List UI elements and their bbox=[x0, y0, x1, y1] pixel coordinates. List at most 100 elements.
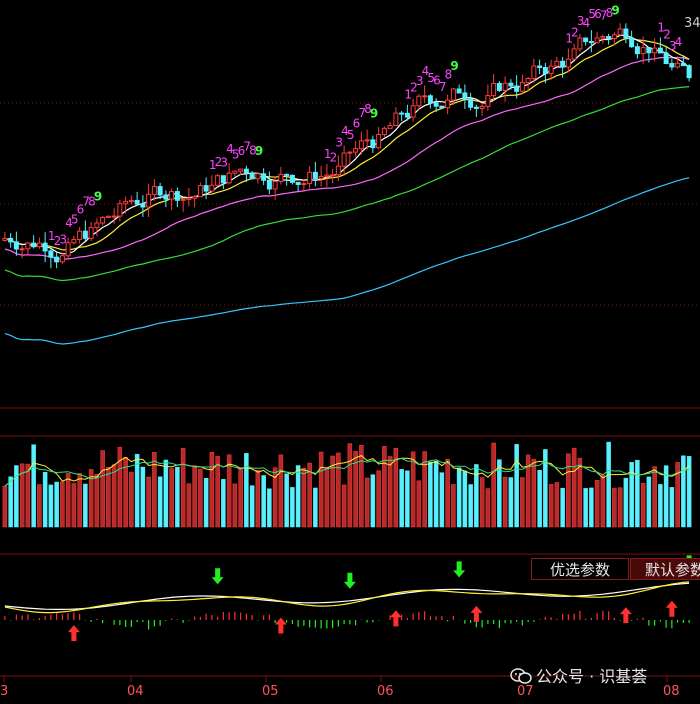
volume-bar bbox=[37, 484, 42, 528]
volume-bar bbox=[405, 470, 410, 528]
candle-body bbox=[197, 185, 203, 198]
candle-body bbox=[65, 242, 71, 257]
volume-bar bbox=[152, 451, 157, 528]
candle-body bbox=[186, 197, 192, 200]
candle bbox=[439, 105, 445, 109]
candle-body bbox=[169, 191, 175, 200]
candle bbox=[180, 198, 186, 212]
candle bbox=[307, 166, 313, 189]
volume-bar bbox=[623, 477, 629, 528]
volume-bar bbox=[583, 488, 588, 528]
volume-bar bbox=[652, 466, 657, 528]
candle-body bbox=[364, 139, 370, 142]
watermark-text: 公众号 · 识基荟 bbox=[536, 667, 648, 686]
candle-body bbox=[312, 171, 318, 180]
volume-bar bbox=[232, 483, 238, 528]
optimal-params-tab[interactable]: 优选参数 bbox=[531, 558, 629, 580]
candle-body bbox=[652, 47, 658, 54]
candle bbox=[54, 252, 60, 269]
candle-body bbox=[588, 41, 594, 44]
volume-bar bbox=[410, 451, 416, 528]
volume-bar bbox=[629, 462, 634, 528]
candle bbox=[163, 190, 169, 208]
candle-body bbox=[611, 34, 617, 40]
ma20-line bbox=[4, 56, 690, 261]
candle bbox=[335, 155, 341, 182]
volume-bar bbox=[19, 463, 25, 528]
candle-body bbox=[88, 227, 94, 239]
td-count-label: 4 bbox=[341, 124, 349, 138]
candle-body bbox=[163, 194, 169, 200]
candle bbox=[646, 47, 652, 63]
candle-body bbox=[680, 62, 686, 67]
candle bbox=[376, 126, 382, 150]
candle bbox=[669, 59, 675, 71]
volume-bar bbox=[60, 481, 65, 528]
volume-bar bbox=[675, 462, 680, 528]
volume-bar bbox=[514, 444, 519, 528]
candle-body bbox=[381, 127, 387, 136]
volume-bar bbox=[221, 479, 226, 528]
candle-body bbox=[94, 222, 100, 229]
volume-bar bbox=[485, 488, 491, 528]
volume-bar bbox=[209, 452, 215, 528]
candle-body bbox=[439, 105, 445, 109]
candle-body bbox=[600, 36, 606, 39]
td-count-label: 3 bbox=[669, 39, 677, 53]
candle-body bbox=[48, 250, 54, 258]
candle bbox=[48, 245, 54, 269]
candle bbox=[88, 222, 94, 242]
td-count-label: 2 bbox=[410, 80, 418, 94]
volume-bar bbox=[347, 443, 353, 528]
candle bbox=[525, 76, 531, 91]
candle-body bbox=[548, 65, 554, 75]
volume-bar bbox=[134, 453, 140, 528]
volume-bar bbox=[617, 487, 623, 528]
candle-body bbox=[180, 198, 186, 201]
volume-bar bbox=[226, 454, 232, 528]
volume-ma10-line bbox=[4, 457, 690, 487]
volume-bar bbox=[612, 487, 617, 528]
candle-body bbox=[36, 242, 42, 248]
candle bbox=[663, 45, 669, 65]
candle-body bbox=[565, 58, 571, 68]
volume-bar bbox=[336, 452, 341, 528]
td-count-label: 3 bbox=[416, 74, 424, 88]
volume-bar bbox=[324, 468, 330, 528]
volume-bar bbox=[94, 473, 100, 528]
candle-body bbox=[8, 237, 14, 243]
candle-body bbox=[289, 174, 295, 183]
volume-bar bbox=[249, 485, 255, 528]
candle-body bbox=[128, 199, 134, 203]
candle bbox=[220, 175, 226, 190]
candle-body bbox=[462, 92, 468, 100]
td-count-label: 8 bbox=[88, 195, 96, 209]
volume-bar bbox=[640, 482, 646, 528]
volume-bar bbox=[140, 466, 146, 528]
candle-body bbox=[140, 203, 146, 208]
volume-bar bbox=[25, 463, 31, 528]
volume-bar bbox=[175, 466, 180, 528]
volume-bar bbox=[439, 472, 445, 528]
candle-body bbox=[100, 216, 106, 224]
candle bbox=[629, 30, 635, 48]
candle bbox=[2, 231, 8, 242]
candle bbox=[588, 30, 594, 53]
buy-signal-arrow bbox=[665, 600, 678, 617]
candle-body bbox=[272, 180, 278, 190]
volume-bar bbox=[295, 465, 301, 528]
volume-bar bbox=[502, 476, 508, 528]
candle bbox=[151, 179, 157, 201]
volume-bar bbox=[42, 472, 48, 528]
volume-bar bbox=[330, 455, 335, 528]
candle bbox=[381, 126, 387, 137]
candle bbox=[410, 98, 416, 122]
default-params-tab[interactable]: 默认参数 bbox=[630, 558, 700, 580]
candle bbox=[100, 215, 106, 226]
candle-body bbox=[261, 173, 267, 181]
candle bbox=[203, 177, 209, 200]
candle-body bbox=[554, 60, 560, 67]
candle bbox=[324, 163, 330, 187]
volume-bar bbox=[71, 483, 77, 528]
volume-bar bbox=[215, 456, 220, 528]
